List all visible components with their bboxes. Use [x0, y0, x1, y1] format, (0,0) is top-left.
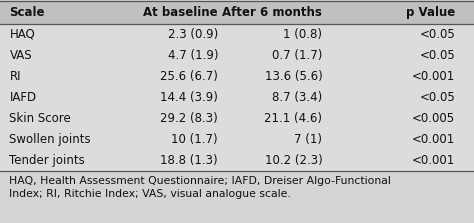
Text: Skin Score: Skin Score	[9, 112, 71, 125]
Text: <0.05: <0.05	[419, 28, 455, 41]
Text: 29.2 (8.3): 29.2 (8.3)	[160, 112, 218, 125]
Text: 18.8 (1.3): 18.8 (1.3)	[160, 154, 218, 167]
Text: <0.001: <0.001	[412, 133, 455, 146]
Text: 2.3 (0.9): 2.3 (0.9)	[168, 28, 218, 41]
Bar	[0, 129, 474, 150]
Text: 14.4 (3.9): 14.4 (3.9)	[160, 91, 218, 104]
Bar	[0, 108, 474, 129]
Text: HAQ: HAQ	[9, 28, 35, 41]
Text: <0.001: <0.001	[412, 154, 455, 167]
Text: Swollen joints: Swollen joints	[9, 133, 91, 146]
Text: 8.7 (3.4): 8.7 (3.4)	[272, 91, 322, 104]
Text: 4.7 (1.9): 4.7 (1.9)	[167, 49, 218, 62]
Bar	[0, 1, 474, 24]
Bar	[0, 24, 474, 45]
Text: 13.6 (5.6): 13.6 (5.6)	[264, 70, 322, 83]
Text: 0.7 (1.7): 0.7 (1.7)	[272, 49, 322, 62]
Text: After 6 months: After 6 months	[222, 6, 322, 19]
Text: 7 (1): 7 (1)	[294, 133, 322, 146]
Text: <0.005: <0.005	[412, 112, 455, 125]
Text: Tender joints: Tender joints	[9, 154, 85, 167]
Bar	[0, 150, 474, 171]
Text: RI: RI	[9, 70, 21, 83]
Text: <0.05: <0.05	[419, 91, 455, 104]
Text: IAFD: IAFD	[9, 91, 36, 104]
Text: HAQ, Health Assessment Questionnaire; IAFD, Dreiser Algo-Functional
Index; RI, R: HAQ, Health Assessment Questionnaire; IA…	[9, 176, 392, 199]
Text: 21.1 (4.6): 21.1 (4.6)	[264, 112, 322, 125]
Text: p Value: p Value	[406, 6, 455, 19]
Text: 10 (1.7): 10 (1.7)	[172, 133, 218, 146]
Bar	[0, 45, 474, 66]
Text: 1 (0.8): 1 (0.8)	[283, 28, 322, 41]
Text: 25.6 (6.7): 25.6 (6.7)	[160, 70, 218, 83]
Bar	[0, 87, 474, 108]
Text: VAS: VAS	[9, 49, 32, 62]
Text: Scale: Scale	[9, 6, 45, 19]
Text: <0.001: <0.001	[412, 70, 455, 83]
Bar	[0, 66, 474, 87]
Text: 10.2 (2.3): 10.2 (2.3)	[264, 154, 322, 167]
Text: At baseline: At baseline	[144, 6, 218, 19]
Text: <0.05: <0.05	[419, 49, 455, 62]
